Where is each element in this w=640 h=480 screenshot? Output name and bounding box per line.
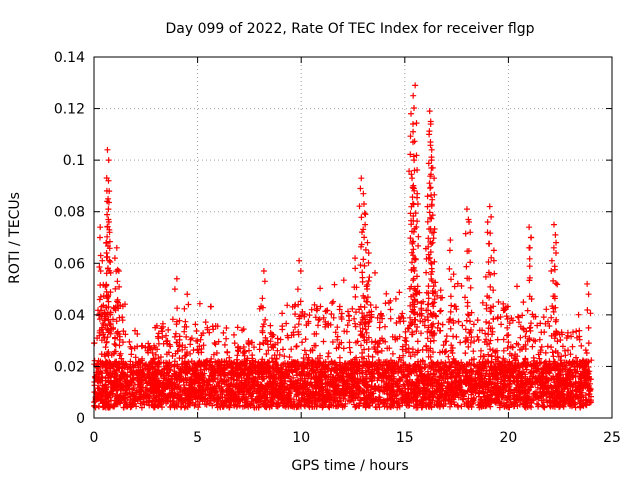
roti-spike-column (427, 175, 438, 336)
roti-spike-point (584, 280, 591, 287)
roti-spike-column (259, 278, 269, 344)
x-axis-label: GPS time / hours (291, 458, 408, 474)
x-tick-label: 5 (193, 430, 202, 446)
y-tick-label: 0.12 (54, 102, 85, 118)
roti-spike-point (412, 82, 419, 89)
x-tick-label: 0 (90, 430, 99, 446)
roti-spike-point (428, 146, 435, 153)
roti-spike-column (356, 185, 367, 339)
roti-spike-point (260, 268, 267, 275)
roti-spike-point (430, 229, 437, 236)
x-tick-label: 15 (396, 430, 414, 446)
roti-spike-point (360, 190, 367, 197)
roti-spike-point (466, 219, 473, 226)
x-tick-label: 25 (603, 430, 621, 446)
chart-title: Day 099 of 2022, Rate Of TEC Index for r… (166, 21, 535, 37)
roti-spike-point (486, 203, 493, 210)
roti-spike-point (97, 224, 104, 231)
roti-spike-column (489, 257, 498, 335)
y-tick-label: 0.1 (63, 153, 85, 169)
roti-spike-column (412, 201, 422, 335)
roti-spike-point (105, 177, 112, 184)
roti-spike-column (351, 265, 359, 327)
roti-spike-column (182, 301, 192, 340)
roti-spike-column (358, 201, 368, 338)
roti-spike-point (427, 121, 434, 128)
roti-spike-point (429, 164, 436, 171)
roti-spike-column (422, 203, 432, 335)
roti-spike-point (463, 206, 470, 213)
roti-spike-point (414, 190, 421, 197)
y-tick-label: 0.04 (54, 308, 85, 324)
roti-spike-column (105, 229, 114, 328)
roti-spike-column (548, 268, 557, 339)
y-axis-label: ROTI / TECUs (7, 192, 23, 284)
roti-spike-column (526, 244, 536, 334)
roti-spike-point (426, 108, 433, 115)
y-tick-label: 0.08 (54, 205, 85, 221)
roti-spike-point (173, 275, 180, 282)
roti-spike-column (114, 278, 123, 335)
roti-spike-point (550, 221, 557, 228)
roti-spike-point (99, 257, 106, 264)
roti-spike-point (364, 239, 371, 246)
x-tick-label: 20 (499, 430, 517, 446)
roti-spike-column (361, 221, 371, 333)
roti-spike-point (447, 237, 454, 244)
roti-spike-point (526, 224, 533, 231)
plot-frame (93, 56, 613, 419)
axis-ticks: 0 0.02 0.04 0.06 0.08 0.1 0.12 0.14 0 5 10 15 20 25 (54, 50, 621, 446)
x-tick-label: 10 (292, 430, 310, 446)
roti-spike-point (410, 128, 417, 135)
roti-spike-column (464, 229, 474, 335)
roti-spike-point (105, 219, 112, 226)
data-points (91, 82, 595, 411)
roti-spike-point (104, 146, 111, 153)
y-tick-label: 0.14 (54, 50, 85, 66)
roti-spike-point (184, 291, 191, 298)
roti-spike-point (352, 255, 359, 262)
roti-spike-point (113, 244, 120, 251)
roti-spike-column (171, 286, 181, 337)
roti-spike-point (362, 211, 369, 218)
roti-spike-point (528, 234, 535, 241)
roti-spike-point (408, 110, 415, 117)
roti-spike-point (553, 239, 560, 246)
roti-spike-point (424, 193, 431, 200)
roti-spike-point (411, 157, 418, 164)
y-tick-label: 0.06 (54, 256, 85, 272)
roti-spike-point (105, 195, 112, 202)
roti-point-group (94, 289, 595, 411)
roti-spike-point (115, 268, 122, 275)
roti-spike-point (484, 219, 491, 226)
roti-spike-point (296, 257, 303, 264)
roti-spike-point (490, 247, 497, 254)
roti-spike-point (409, 175, 416, 182)
roti-spike-column (408, 185, 417, 338)
y-tick-label: 0.02 (54, 359, 85, 375)
roti-spike-column (584, 291, 592, 331)
roti-spike-column (96, 234, 105, 344)
roti-spike-column (482, 229, 493, 338)
roti-spike-column (294, 268, 304, 338)
roti-point-group (91, 271, 594, 411)
roti-spike-column (363, 250, 373, 341)
roti-spike-column (429, 239, 439, 337)
roti-spike-column (446, 247, 454, 332)
roti-spike-point (548, 257, 555, 264)
y-tick-label: 0 (76, 411, 85, 427)
roti-spike-column (111, 255, 121, 341)
roti-spike-point (358, 175, 365, 182)
